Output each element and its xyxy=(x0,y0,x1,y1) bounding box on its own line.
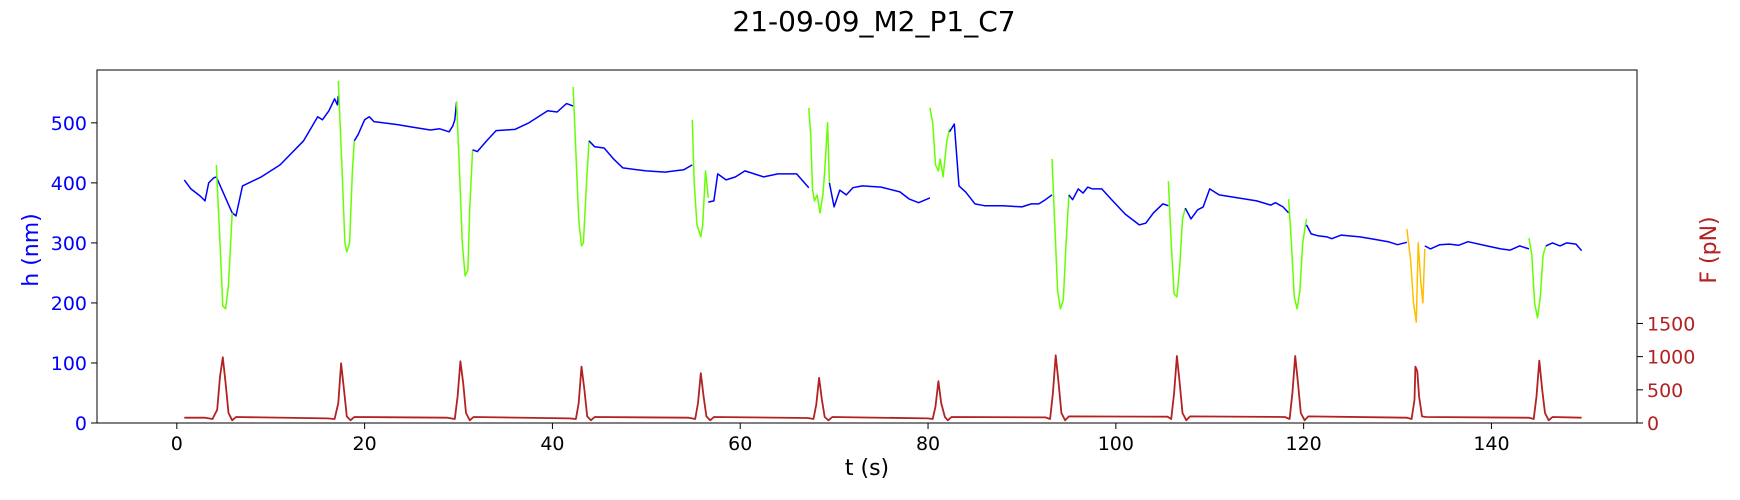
height-series-line-11 xyxy=(828,182,931,208)
x-tick-label: 20 xyxy=(353,433,377,455)
x-tick-label: 0 xyxy=(171,433,183,455)
y-right-tick-label: 500 xyxy=(1647,380,1683,402)
height-series-line-23 xyxy=(1545,242,1583,252)
height-series-line-7 xyxy=(588,140,693,173)
y-axis-left-label: h (nm) xyxy=(19,213,44,286)
height-series-line-16 xyxy=(1167,181,1187,298)
x-tick-label: 80 xyxy=(916,433,940,455)
y-right-tick-label: 0 xyxy=(1647,413,1659,435)
height-series-line-21 xyxy=(1424,240,1530,251)
x-tick-label: 40 xyxy=(540,433,564,455)
height-series-line-5 xyxy=(472,102,574,153)
x-axis-label: t (s) xyxy=(845,456,889,481)
y-left-tick-label: 400 xyxy=(51,173,87,195)
y-right-tick-label: 1000 xyxy=(1647,347,1695,369)
height-series-line-12 xyxy=(929,107,951,178)
series-layer xyxy=(183,80,1583,422)
height-series-line-0 xyxy=(183,95,340,217)
height-series-line-20 xyxy=(1406,229,1426,323)
y-left-tick-label: 100 xyxy=(51,353,87,375)
height-series-line-4 xyxy=(455,101,474,277)
y-axis-right-label: F (pN) xyxy=(1697,216,1722,283)
y-left-tick-label: 200 xyxy=(51,293,87,315)
height-series-line-1 xyxy=(215,164,233,310)
height-series-line-13 xyxy=(948,123,1053,208)
axes-layer: 0 20 40 60 80 100 120 140 0 100 200 300 400 500 0 500 10… xyxy=(51,69,1695,455)
plot-frame xyxy=(96,69,1638,424)
height-series-line-3 xyxy=(353,101,458,142)
height-series-line-18 xyxy=(1287,199,1308,310)
height-series-line-19 xyxy=(1305,224,1408,246)
height-series-line-8 xyxy=(691,119,710,238)
y-left-tick-label: 0 xyxy=(75,413,87,435)
chart-title: 21-09-09_M2_P1_C7 xyxy=(732,5,1015,38)
x-tick-label: 100 xyxy=(1098,433,1134,455)
height-series-line-2 xyxy=(337,80,356,253)
y-right-tick-label: 1500 xyxy=(1647,313,1695,335)
y-left-tick-label: 500 xyxy=(51,113,87,135)
x-tick-label: 120 xyxy=(1286,433,1322,455)
height-series-line-22 xyxy=(1528,237,1547,319)
height-series-line-10 xyxy=(808,107,831,214)
height-series-line-9 xyxy=(708,170,810,203)
x-tick-label: 60 xyxy=(728,433,752,455)
height-series-line-14 xyxy=(1051,158,1070,310)
height-series-line-6 xyxy=(572,86,590,247)
height-series-line-15 xyxy=(1068,186,1169,226)
y-left-tick-label: 300 xyxy=(51,233,87,255)
x-tick-label: 140 xyxy=(1473,433,1509,455)
force-series-line-24 xyxy=(184,354,1582,422)
height-series-line-17 xyxy=(1184,188,1290,220)
